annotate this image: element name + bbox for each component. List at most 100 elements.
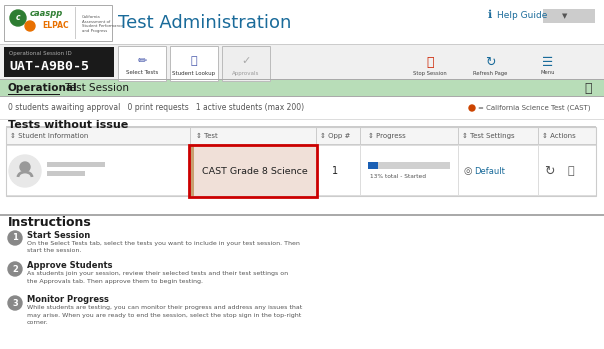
Text: Tests without issue: Tests without issue bbox=[8, 120, 128, 130]
Bar bbox=[0, 79, 604, 80]
Text: Default: Default bbox=[474, 166, 505, 176]
Text: 1: 1 bbox=[332, 166, 338, 176]
Circle shape bbox=[25, 21, 35, 31]
Text: ✓: ✓ bbox=[242, 56, 251, 66]
Text: Student Lookup: Student Lookup bbox=[172, 70, 216, 75]
Text: While students are testing, you can monitor their progress and address any issue: While students are testing, you can moni… bbox=[27, 305, 302, 311]
Text: ⇕ Test: ⇕ Test bbox=[196, 133, 218, 139]
Text: Help Guide: Help Guide bbox=[497, 10, 547, 20]
Bar bbox=[368, 162, 450, 169]
Text: 3: 3 bbox=[12, 298, 18, 307]
Text: CAST Grade 8 Science: CAST Grade 8 Science bbox=[202, 166, 308, 176]
Text: ⇕ Opp #: ⇕ Opp # bbox=[320, 133, 350, 139]
Bar bbox=[190, 146, 194, 196]
Circle shape bbox=[469, 105, 475, 111]
Text: Menu: Menu bbox=[541, 70, 555, 75]
Text: 2: 2 bbox=[12, 265, 18, 274]
Bar bbox=[75, 7, 76, 39]
Bar bbox=[118, 46, 166, 81]
Text: 🔍: 🔍 bbox=[191, 56, 198, 66]
Bar bbox=[6, 127, 596, 145]
Bar bbox=[190, 146, 191, 196]
Bar bbox=[6, 145, 596, 146]
Bar bbox=[0, 44, 604, 45]
Bar bbox=[458, 146, 459, 196]
Text: 13% total - Started: 13% total - Started bbox=[370, 173, 426, 178]
Bar bbox=[0, 0, 604, 44]
Bar bbox=[6, 126, 596, 127]
Text: ↻: ↻ bbox=[544, 164, 554, 178]
Text: Instructions: Instructions bbox=[8, 216, 92, 230]
Bar bbox=[458, 127, 459, 145]
Text: = California Science Test (CAST): = California Science Test (CAST) bbox=[478, 105, 591, 111]
Bar bbox=[0, 119, 604, 214]
Text: On the Select Tests tab, select the tests you want to include in your test sessi: On the Select Tests tab, select the test… bbox=[27, 240, 300, 245]
Circle shape bbox=[8, 296, 22, 310]
Circle shape bbox=[8, 262, 22, 276]
Bar bbox=[0, 96, 604, 97]
Bar bbox=[190, 127, 191, 145]
Text: ↻: ↻ bbox=[485, 55, 495, 68]
Bar bbox=[0, 215, 604, 349]
Bar bbox=[190, 146, 316, 196]
Bar bbox=[360, 127, 361, 145]
Text: 1: 1 bbox=[12, 233, 18, 243]
Text: UAT-A9B0-5: UAT-A9B0-5 bbox=[9, 60, 89, 74]
Text: Operational: Operational bbox=[8, 83, 78, 93]
Text: ⇕ Student Information: ⇕ Student Information bbox=[10, 133, 88, 139]
Text: ☰: ☰ bbox=[542, 55, 554, 68]
Text: Test Session: Test Session bbox=[62, 83, 129, 93]
Bar bbox=[0, 119, 604, 120]
Text: Approvals: Approvals bbox=[233, 70, 260, 75]
Bar bbox=[6, 146, 596, 196]
Bar bbox=[538, 127, 539, 145]
Bar bbox=[4, 5, 112, 41]
Text: ⛔: ⛔ bbox=[426, 55, 434, 68]
Text: start the session.: start the session. bbox=[27, 247, 82, 252]
Bar bbox=[0, 96, 604, 119]
Text: c: c bbox=[16, 14, 21, 22]
Circle shape bbox=[8, 231, 22, 245]
Text: Start Session: Start Session bbox=[27, 230, 90, 239]
Circle shape bbox=[10, 10, 26, 26]
Text: Monitor Progress: Monitor Progress bbox=[27, 296, 109, 304]
Bar bbox=[6, 144, 596, 145]
Text: may arise. When you are ready to end the session, select the stop sign in the to: may arise. When you are ready to end the… bbox=[27, 312, 301, 318]
Text: ELPAC: ELPAC bbox=[42, 22, 69, 30]
Bar bbox=[316, 146, 317, 196]
Bar bbox=[368, 162, 378, 169]
Bar bbox=[538, 146, 539, 196]
Text: As students join your session, review their selected tests and their test settin: As students join your session, review th… bbox=[27, 272, 288, 276]
Text: corner.: corner. bbox=[27, 319, 49, 325]
Text: Test Administration: Test Administration bbox=[118, 14, 292, 32]
Text: ℹ: ℹ bbox=[488, 10, 492, 20]
Circle shape bbox=[20, 162, 30, 172]
Bar bbox=[4, 47, 114, 77]
Bar bbox=[222, 46, 270, 81]
Bar bbox=[0, 79, 604, 96]
Bar bbox=[316, 127, 317, 145]
Bar bbox=[6, 195, 596, 196]
Text: ◎: ◎ bbox=[464, 166, 472, 176]
Text: Operational Session ID: Operational Session ID bbox=[9, 51, 72, 55]
Text: ✏: ✏ bbox=[137, 56, 147, 66]
Text: Refresh Page: Refresh Page bbox=[473, 70, 507, 75]
Bar bbox=[0, 96, 604, 97]
Bar bbox=[47, 162, 105, 167]
Text: Select Tests: Select Tests bbox=[126, 70, 158, 75]
Text: ⏸: ⏸ bbox=[567, 166, 574, 176]
Bar bbox=[0, 79, 604, 80]
Text: ⇕ Actions: ⇕ Actions bbox=[542, 133, 576, 139]
Bar bbox=[6, 127, 596, 196]
Bar bbox=[189, 145, 317, 197]
Circle shape bbox=[9, 155, 41, 187]
Bar bbox=[360, 146, 361, 196]
Bar bbox=[0, 214, 604, 216]
Bar bbox=[47, 171, 85, 176]
Bar bbox=[543, 9, 595, 23]
Text: Approve Students: Approve Students bbox=[27, 261, 112, 270]
Bar bbox=[170, 46, 218, 81]
Bar bbox=[0, 45, 604, 79]
Text: ⇕ Progress: ⇕ Progress bbox=[368, 133, 406, 139]
Text: 0 students awaiting approval   0 print requests   1 active students (max 200): 0 students awaiting approval 0 print req… bbox=[8, 104, 304, 112]
